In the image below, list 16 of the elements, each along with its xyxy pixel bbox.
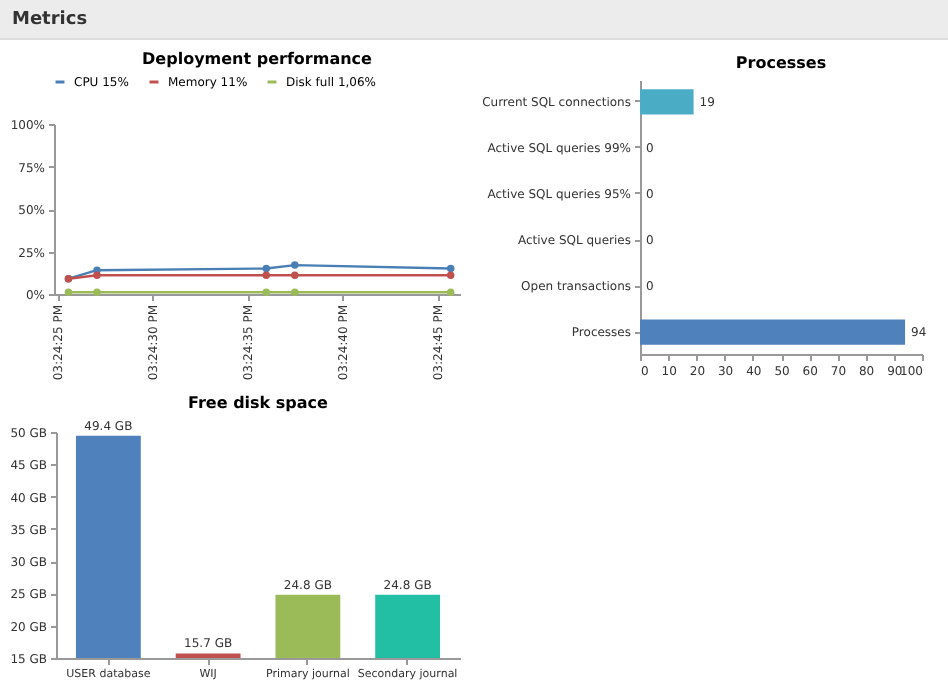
point xyxy=(64,288,73,297)
point xyxy=(262,271,270,280)
point xyxy=(262,288,270,297)
point xyxy=(262,264,270,273)
point xyxy=(93,271,101,280)
point xyxy=(291,271,299,280)
point xyxy=(291,261,299,269)
point xyxy=(446,264,455,273)
point xyxy=(93,288,101,297)
chart-title: Deployment performance xyxy=(142,50,374,68)
chart-title: Free disk space xyxy=(188,393,330,412)
point xyxy=(446,271,455,280)
chart-title: Processes xyxy=(735,54,827,72)
point xyxy=(446,288,455,297)
text: Metrics xyxy=(0,0,948,40)
point xyxy=(291,288,299,297)
